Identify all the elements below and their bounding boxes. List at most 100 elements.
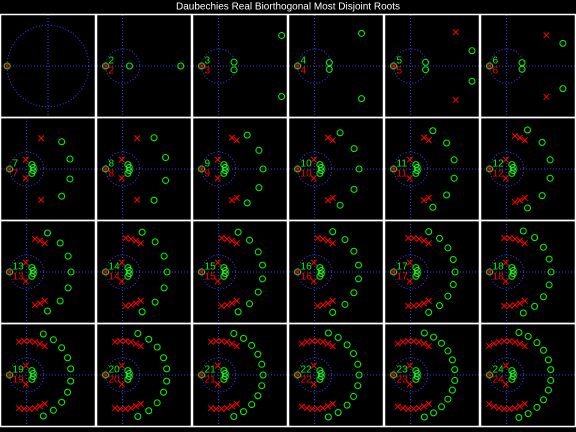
pole-marker xyxy=(502,175,509,182)
pole-count-label: 24 xyxy=(493,375,505,386)
pole-marker xyxy=(324,197,332,204)
unit-circle xyxy=(297,151,333,187)
zero-marker xyxy=(43,307,51,315)
zero-marker xyxy=(390,165,398,173)
pole-marker xyxy=(390,268,397,276)
pole-marker xyxy=(214,362,221,369)
pole-marker xyxy=(486,165,493,173)
zero-marker xyxy=(422,66,430,74)
pole-marker xyxy=(137,343,144,350)
zero-marker xyxy=(254,392,262,400)
pole-marker xyxy=(490,403,497,410)
pole-marker xyxy=(6,371,13,379)
zero-marker xyxy=(67,365,75,373)
pole-marker xyxy=(502,362,509,369)
pole-marker xyxy=(425,400,432,407)
pole-marker xyxy=(406,278,413,285)
zero-marker xyxy=(451,366,459,374)
zero-count-label: 15 xyxy=(205,262,217,273)
zero-count-label: 17 xyxy=(397,262,409,273)
zero-marker xyxy=(124,264,132,272)
zero-marker xyxy=(6,268,14,276)
zero-count-label: 5 xyxy=(397,56,403,67)
zero-marker xyxy=(160,388,168,396)
pole-marker xyxy=(410,302,417,310)
pole-marker xyxy=(543,31,550,39)
pole-marker xyxy=(310,156,317,163)
pole-marker xyxy=(133,196,141,203)
pole-marker xyxy=(511,404,519,412)
zero-marker xyxy=(198,62,206,70)
zero-marker xyxy=(341,236,349,244)
pole-marker xyxy=(214,175,221,182)
zero-marker xyxy=(518,65,526,73)
pole-marker xyxy=(310,259,317,266)
pole-marker xyxy=(399,338,407,346)
zero-marker xyxy=(163,365,171,373)
pole-marker xyxy=(329,400,336,407)
zero-marker xyxy=(220,161,228,169)
zero-marker xyxy=(539,346,547,354)
zero-marker xyxy=(145,407,153,415)
pole-count-label: 17 xyxy=(397,272,409,283)
pole-marker xyxy=(218,337,225,345)
zero-marker xyxy=(539,396,547,404)
pole-marker xyxy=(214,259,221,266)
zero-marker xyxy=(258,382,266,390)
zero-marker xyxy=(220,367,228,375)
pole-marker xyxy=(22,362,29,369)
zero-marker xyxy=(547,366,555,374)
zero-marker xyxy=(230,66,238,74)
unit-circle xyxy=(393,357,429,393)
pole-marker xyxy=(506,337,513,345)
pole-count-label: 14 xyxy=(109,272,121,283)
pole-marker xyxy=(329,297,336,304)
pole-marker xyxy=(406,175,413,182)
pole-marker xyxy=(310,175,317,182)
pole-marker xyxy=(415,404,423,412)
zero-marker xyxy=(162,154,170,162)
zero-marker xyxy=(444,395,452,403)
pole-marker xyxy=(36,300,44,307)
pole-marker xyxy=(213,337,220,345)
pole-marker xyxy=(502,259,509,266)
zero-marker xyxy=(341,300,349,308)
pole-marker xyxy=(118,362,125,369)
zero-marker xyxy=(443,139,451,147)
zero-marker xyxy=(515,329,523,337)
pole-marker xyxy=(516,237,524,244)
unit-circle xyxy=(105,357,141,393)
zero-marker xyxy=(358,95,366,103)
zero-marker xyxy=(531,234,539,242)
zero-marker xyxy=(350,145,358,153)
zero-marker xyxy=(134,413,142,421)
pole-count-label: 21 xyxy=(205,375,217,386)
pole-marker xyxy=(132,237,140,244)
zero-marker xyxy=(539,293,547,301)
zero-marker xyxy=(354,360,362,368)
zero-marker xyxy=(49,336,57,344)
zero-marker xyxy=(486,165,494,173)
pole-marker xyxy=(329,194,336,201)
zero-marker xyxy=(254,288,262,296)
zero-marker xyxy=(547,268,555,276)
zero-count-label: 24 xyxy=(493,365,505,376)
zero-marker xyxy=(243,199,251,207)
panel: 33 xyxy=(193,15,287,117)
pole-marker xyxy=(490,340,497,347)
zero-count-label: 9 xyxy=(205,159,211,170)
zero-marker xyxy=(102,268,110,276)
zero-marker xyxy=(450,156,458,164)
pole-marker xyxy=(218,302,225,310)
pole-count-label: 3 xyxy=(205,66,211,77)
pole-marker xyxy=(314,405,321,413)
pole-marker xyxy=(22,381,29,388)
pole-marker xyxy=(233,137,240,144)
pole-count-label: 16 xyxy=(301,272,313,283)
zero-marker xyxy=(420,329,428,337)
pole-marker xyxy=(3,62,11,70)
